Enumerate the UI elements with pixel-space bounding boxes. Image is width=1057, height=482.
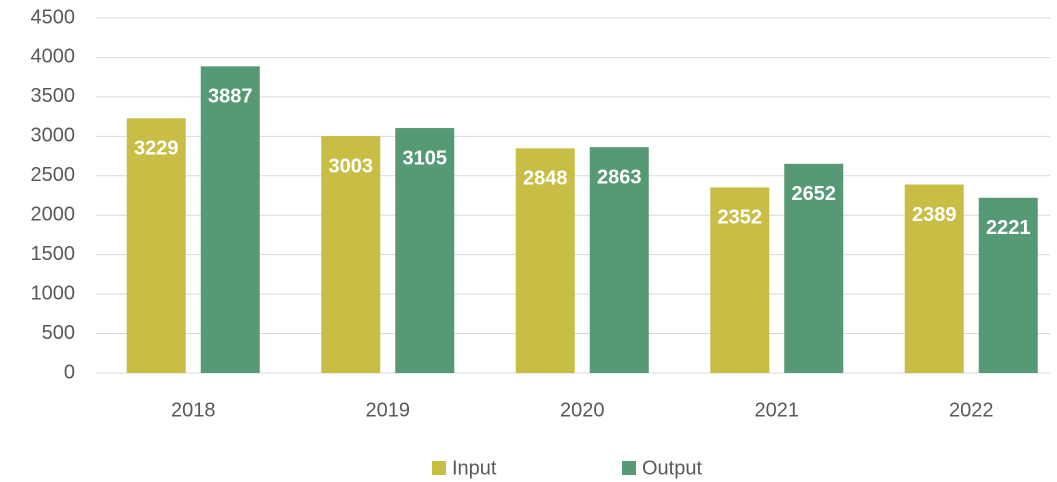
value-label: 2221 <box>986 217 1031 239</box>
value-label: 3229 <box>134 138 179 160</box>
value-label: 2652 <box>792 183 837 205</box>
legend-swatch <box>622 461 636 475</box>
bar <box>126 118 186 373</box>
y-tick-label: 0 <box>64 361 75 383</box>
bar <box>904 184 964 373</box>
y-tick-label: 4000 <box>31 46 76 68</box>
x-tick-label: 2020 <box>560 399 605 421</box>
y-tick-label: 1500 <box>31 243 76 265</box>
value-label: 2863 <box>597 166 642 188</box>
bar <box>978 197 1038 373</box>
bar <box>589 147 649 373</box>
legend-label: Output <box>642 457 702 479</box>
value-label: 3105 <box>403 147 448 169</box>
value-label: 2389 <box>912 204 957 226</box>
x-tick-label: 2021 <box>755 399 800 421</box>
legend-label: Input <box>452 457 497 479</box>
legend-swatch <box>432 461 446 475</box>
y-tick-label: 4500 <box>31 6 76 28</box>
bar <box>200 66 260 373</box>
bar <box>710 187 770 373</box>
x-tick-label: 2019 <box>366 399 411 421</box>
value-label: 3003 <box>329 155 374 177</box>
y-tick-label: 500 <box>42 322 75 344</box>
bar <box>395 128 455 373</box>
x-tick-label: 2018 <box>171 399 216 421</box>
y-tick-label: 3000 <box>31 125 76 147</box>
y-tick-label: 2000 <box>31 204 76 226</box>
bar <box>515 148 575 373</box>
value-label: 3887 <box>208 86 253 108</box>
bar <box>784 163 844 373</box>
value-label: 2848 <box>523 168 568 190</box>
y-tick-label: 3500 <box>31 85 76 107</box>
bar <box>321 136 381 373</box>
y-tick-label: 2500 <box>31 164 76 186</box>
y-tick-label: 1000 <box>31 282 76 304</box>
value-label: 2352 <box>718 207 763 229</box>
x-tick-label: 2022 <box>949 399 994 421</box>
